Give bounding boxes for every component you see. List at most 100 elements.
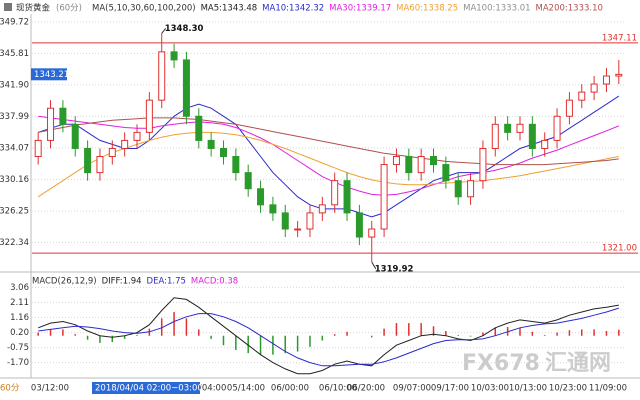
- y-tick-label: 1337.99: [0, 112, 29, 122]
- macd-bar: [321, 335, 324, 341]
- candle-body: [195, 115, 203, 141]
- legend-entry: MA5:1343.48: [201, 4, 258, 14]
- x-tick-label: 06/10:00: [319, 384, 357, 394]
- macd-bar: [198, 329, 200, 336]
- y-tick-label: 1322.34: [0, 238, 29, 248]
- y-tick-label: 1334.07: [0, 143, 29, 153]
- macd-bar: [99, 335, 101, 343]
- macd-bar: [259, 335, 262, 355]
- macd-bar: [531, 331, 534, 336]
- y-tick-label: 1345.81: [0, 49, 29, 59]
- period-label: 60分: [0, 384, 20, 394]
- macd-bar: [185, 318, 188, 336]
- macd-bar: [593, 329, 595, 336]
- x-tick-label: 11/09:00: [589, 384, 627, 394]
- icon: [4, 3, 12, 11]
- candle-body: [467, 180, 475, 198]
- macd-bar: [581, 329, 583, 336]
- candle-body: [331, 180, 339, 206]
- candle-body: [430, 156, 438, 166]
- y-tick-label: 1.16: [10, 313, 29, 323]
- macd-bar: [247, 335, 249, 354]
- legend-entry: MA10:1342.32: [262, 4, 324, 14]
- watermark: 汇通网: [545, 351, 611, 376]
- chart-subtitle: (60分): [56, 4, 82, 14]
- candle-body: [368, 228, 376, 238]
- macd-bar: [173, 312, 175, 336]
- line-series: [38, 115, 619, 196]
- candle-body: [454, 180, 462, 198]
- candle-body: [392, 156, 400, 166]
- candle-body: [34, 139, 42, 158]
- macd-bar: [445, 331, 447, 336]
- candle-body: [158, 51, 166, 101]
- y-tick-label: 3.06: [10, 283, 29, 293]
- macd-bar: [618, 329, 620, 336]
- annotation-tick: [371, 261, 377, 270]
- candle-body: [343, 180, 351, 214]
- candle-body: [306, 212, 314, 230]
- line-series: [38, 307, 619, 367]
- candle-body: [405, 156, 413, 174]
- reference-label: 1321.00: [602, 244, 637, 254]
- macd-bar: [160, 318, 163, 336]
- macd-bar: [457, 334, 459, 336]
- macd-bar: [111, 335, 114, 343]
- x-tick-label: 10/23:00: [549, 384, 587, 394]
- macd-bar: [408, 323, 410, 336]
- x-tick-label: 5/04:00: [194, 384, 227, 394]
- candle-body: [615, 73, 623, 77]
- y-tick-label: -0.75: [7, 343, 29, 353]
- x-tick-label: 06/20:00: [347, 384, 385, 394]
- macd-bar: [123, 335, 126, 339]
- macd-bar: [556, 332, 558, 336]
- macd-bar: [432, 326, 435, 336]
- macd-bar: [482, 332, 484, 336]
- candle-body: [590, 83, 598, 93]
- candle-body: [207, 139, 215, 149]
- macd-bar: [395, 323, 398, 336]
- candle-body: [145, 99, 153, 133]
- macd-bar: [284, 335, 287, 354]
- legend-entry: MA100:1333.01: [463, 4, 530, 14]
- macd-bar: [86, 335, 89, 340]
- x-tick-label: 10/03:00: [471, 384, 509, 394]
- candle-body: [528, 123, 536, 149]
- legend-entry: DEA:1.75: [147, 277, 186, 287]
- annotation-label: 1348.30: [165, 24, 204, 34]
- candle-body: [417, 156, 425, 174]
- tooltip-label: 2018/04/04 02:00~03:00: [95, 384, 203, 394]
- candle-body: [170, 51, 178, 61]
- reference-label: 1347.11: [602, 33, 637, 43]
- macd-bar: [333, 334, 336, 336]
- y-tick-label: -1.70: [7, 358, 29, 368]
- y-tick-label: 1330.16: [0, 175, 29, 185]
- candle-body: [59, 107, 67, 125]
- macd-bar: [494, 327, 497, 336]
- candle-body: [108, 147, 116, 158]
- price-label: 1343.21: [34, 70, 69, 80]
- x-tick-label: 09/07:00: [393, 384, 431, 394]
- macd-bar: [37, 332, 39, 336]
- tooltip-box: [92, 382, 200, 394]
- candle-body: [516, 123, 524, 133]
- legend-entry: MA(5,10,30,60,100,200): [92, 4, 196, 14]
- candle-body: [380, 164, 388, 230]
- candle-body: [318, 204, 326, 214]
- macd-bar: [519, 327, 521, 336]
- annotation-tick: [161, 28, 167, 34]
- line-series: [38, 95, 620, 218]
- macd-bar: [210, 335, 212, 339]
- candle-body: [294, 228, 302, 231]
- line-series: [37, 131, 619, 198]
- candle-body: [578, 91, 586, 101]
- macd-bar: [222, 335, 225, 346]
- macd-bar: [272, 335, 274, 355]
- candle-body: [244, 172, 252, 190]
- x-tick-label: 03/12:00: [31, 384, 69, 394]
- candle-body: [602, 75, 610, 85]
- candle-body: [269, 204, 277, 214]
